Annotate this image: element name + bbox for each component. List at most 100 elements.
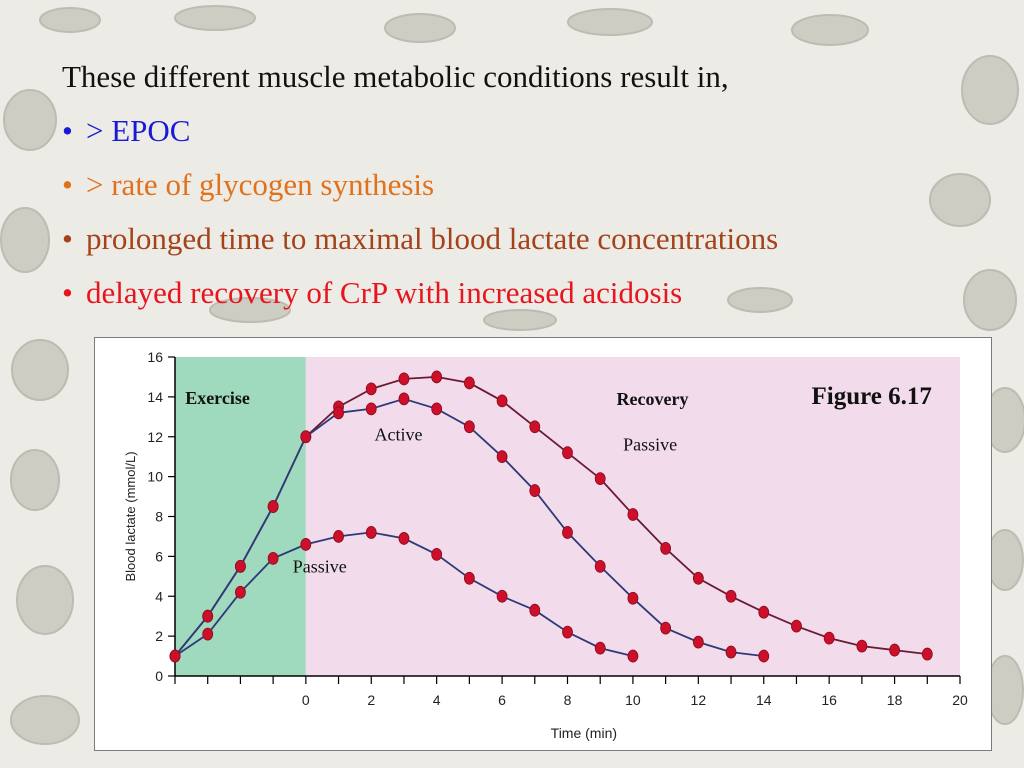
data-point <box>463 376 475 390</box>
data-point <box>398 532 410 545</box>
data-point <box>725 645 737 659</box>
data-point <box>758 605 770 619</box>
bullet-dot: • <box>62 167 73 202</box>
x-tick-label: 2 <box>367 692 375 708</box>
y-axis-title: Blood lactate (mmol/L) <box>123 451 138 581</box>
data-point <box>856 639 868 653</box>
intro-text: These different muscle metabolic conditi… <box>62 59 729 94</box>
data-point <box>594 559 606 573</box>
data-point <box>529 484 541 497</box>
data-point <box>202 609 214 623</box>
bullet-dot: • <box>62 275 73 310</box>
y-tick-label: 12 <box>147 429 163 445</box>
y-tick-label: 14 <box>147 389 163 405</box>
y-tick-label: 0 <box>155 668 163 684</box>
series-label-active: Active <box>375 425 423 445</box>
data-point <box>300 538 312 551</box>
y-tick-label: 6 <box>155 548 163 564</box>
x-tick-label: 18 <box>887 692 903 708</box>
region-exercise-band <box>175 357 306 676</box>
data-point <box>529 420 541 434</box>
figure-panel: 0 2 4 6 8 10 12 14 16 0 2 4 6 8 10 12 14 16 18 20 Time (min)… <box>94 337 992 751</box>
data-point <box>169 649 181 663</box>
y-tick-label: 4 <box>155 588 163 604</box>
y-tick-label: 8 <box>155 509 163 525</box>
series-label-passive: Passive <box>623 435 677 455</box>
bullet-epoc: • > EPOC <box>62 104 1002 158</box>
data-point <box>463 420 475 434</box>
data-point <box>627 508 639 521</box>
data-point <box>398 372 410 386</box>
bullet-text: delayed recovery of CrP with increased a… <box>86 275 683 310</box>
exercise-label: Exercise <box>185 388 250 408</box>
x-tick-label: 14 <box>756 692 772 708</box>
bullet-text: rate of glycogen synthesis <box>111 167 435 202</box>
data-point <box>627 649 639 663</box>
x-tick-label: 4 <box>433 692 441 708</box>
data-point <box>267 551 279 565</box>
x-tick-label: 6 <box>498 692 506 708</box>
data-point <box>594 641 606 655</box>
data-point <box>594 472 606 486</box>
x-tick-label: 16 <box>821 692 837 708</box>
data-point <box>333 530 344 543</box>
data-point <box>758 649 770 663</box>
data-point <box>692 635 704 649</box>
y-tick-label: 10 <box>147 469 163 485</box>
figure-label: Figure 6.17 <box>812 383 932 410</box>
data-point <box>267 500 279 513</box>
data-point <box>627 591 639 605</box>
x-axis-title: Time (min) <box>551 725 617 741</box>
data-point <box>823 631 835 645</box>
bullet-dot: • <box>62 221 73 256</box>
y-tick-label: 2 <box>155 628 163 644</box>
bullet-text: prolonged time to maximal blood lactate … <box>86 221 779 256</box>
bullet-dot: • <box>62 113 73 148</box>
y-tick-label: 16 <box>147 349 163 365</box>
slide-text: These different muscle metabolic conditi… <box>62 50 1002 320</box>
data-point <box>333 406 344 420</box>
x-tick-label: 8 <box>564 692 572 708</box>
bullet-prefix: > <box>86 167 112 202</box>
data-point <box>496 589 508 603</box>
data-point <box>202 627 214 641</box>
data-point <box>889 643 900 657</box>
data-point <box>791 619 802 633</box>
data-point <box>692 571 704 585</box>
data-point <box>235 559 246 573</box>
data-point <box>562 446 573 460</box>
series-label-passive: Passive <box>293 556 347 576</box>
data-point <box>562 625 573 639</box>
series-2-passive <box>169 526 639 663</box>
lactate-chart: 0 2 4 6 8 10 12 14 16 0 2 4 6 8 10 12 14 16 18 20 Time (min)… <box>123 349 968 741</box>
x-tick-label: 12 <box>691 692 707 708</box>
bullet-prefix: > <box>86 113 112 148</box>
x-tick-label: 0 <box>302 692 310 708</box>
bullet-glycogen: • > rate of glycogen synthesis <box>62 158 1002 212</box>
data-point <box>463 571 475 585</box>
data-point <box>660 621 672 635</box>
data-point <box>529 603 541 617</box>
data-point <box>365 402 377 416</box>
data-point <box>300 430 312 444</box>
x-tick-label: 20 <box>952 692 968 708</box>
data-point <box>365 382 377 396</box>
x-tick-label: 10 <box>625 692 641 708</box>
data-point <box>398 392 410 406</box>
data-point <box>660 541 672 555</box>
data-point <box>562 526 573 539</box>
data-point <box>365 526 377 539</box>
recovery-label: Recovery <box>617 389 689 409</box>
data-point <box>496 394 508 408</box>
bullet-lactate: • prolonged time to maximal blood lactate… <box>62 212 1002 266</box>
data-point <box>431 547 443 561</box>
bullet-crp: • delayed recovery of CrP with increased … <box>62 266 1002 320</box>
bullet-text: EPOC <box>111 113 191 148</box>
data-point <box>431 370 443 384</box>
data-point <box>235 585 246 599</box>
data-point <box>921 647 933 661</box>
data-point <box>496 450 508 464</box>
data-point <box>725 589 737 603</box>
data-point <box>431 402 443 416</box>
